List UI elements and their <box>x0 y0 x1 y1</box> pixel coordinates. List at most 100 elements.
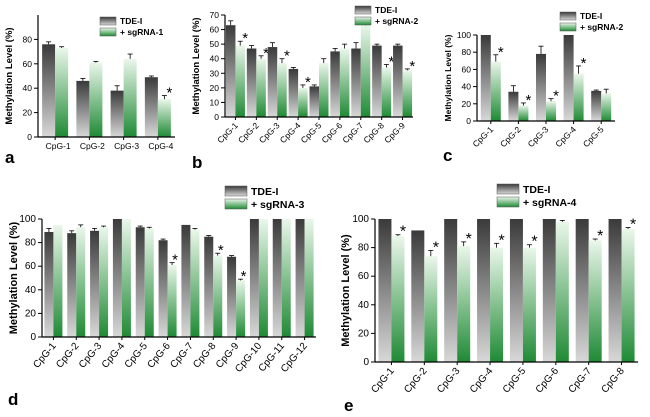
x-category-label: CpG-5 <box>581 124 606 149</box>
bar-tde-i-cpg-2 <box>246 48 257 118</box>
bar-sgrna-cpg-1 <box>391 236 405 362</box>
bar-sgrna-cpg-3 <box>457 246 471 362</box>
panel-b-chart: 010203040506070*CpG-1*CpG-2*CpG-3*CpG-4C… <box>191 5 418 172</box>
y-tick-label: 80 <box>462 47 472 57</box>
legend-label: + sgRNA-3 <box>251 199 305 211</box>
x-category-label: CpG-4 <box>468 366 496 396</box>
legend-label: TDE-I <box>580 11 602 21</box>
y-tick-label: 40 <box>462 82 472 92</box>
bar-sgrna-cpg-5 <box>522 247 536 362</box>
y-axis-title: Methylation Level (%) <box>4 27 15 124</box>
bar-sgrna-cpg-4 <box>157 99 171 137</box>
bar-tde-i-cpg-1 <box>225 25 236 118</box>
significance-star: * <box>400 224 406 241</box>
bar-sgrna-cpg-5 <box>144 228 154 337</box>
bar-tde-i-cpg-5 <box>309 86 319 117</box>
bar-sgrna-cpg-4 <box>298 87 308 117</box>
y-tick-label: 60 <box>23 59 33 69</box>
bar-tde-i-cpg-3 <box>110 90 124 137</box>
bar-tde-i-cpg-12 <box>295 219 305 337</box>
x-category-label: CpG-1 <box>31 341 59 371</box>
y-tick-label: 40 <box>358 300 370 311</box>
bar-sgrna-cpg-6 <box>339 48 350 118</box>
bar-tde-i-cpg-11 <box>272 219 282 337</box>
y-tick-label: 0 <box>214 112 219 122</box>
legend-swatch <box>559 11 577 21</box>
bar-sgrna-cpg-10 <box>258 219 268 337</box>
bar-tde-i-cpg-4 <box>477 219 491 362</box>
y-tick-label: 100 <box>457 30 471 40</box>
significance-star: * <box>409 58 415 75</box>
x-category-label: CpG-2 <box>498 124 523 149</box>
bar-tde-i-cpg-1 <box>42 44 56 137</box>
bar-sgrna-cpg-1 <box>490 61 501 121</box>
y-tick-label: 0 <box>466 116 471 126</box>
x-category-label: CpG-3 <box>435 366 463 396</box>
x-category-label: CpG-1 <box>46 141 71 151</box>
bar-sgrna-cpg-1 <box>53 224 63 337</box>
bar-tde-i-cpg-4 <box>144 77 158 137</box>
x-category-label: CpG-6 <box>320 120 345 145</box>
legend-swatch <box>559 22 577 32</box>
y-axis-title: Methylation Level (%) <box>191 17 202 114</box>
significance-star: * <box>498 232 504 249</box>
legend-label: + sgRNA-2 <box>375 16 418 26</box>
bar-tde-i-cpg-4 <box>112 219 122 337</box>
significance-star: * <box>525 92 531 109</box>
bar-sgrna-cpg-3 <box>123 58 137 137</box>
bar-sgrna-cpg-1 <box>235 45 245 117</box>
significance-star: * <box>388 54 394 71</box>
panel-letter: c <box>443 146 452 165</box>
bar-tde-i-cpg-2 <box>67 233 77 337</box>
bar-tde-i-cpg-2 <box>508 91 519 121</box>
x-category-label: CpG-8 <box>191 341 219 371</box>
panel-letter: e <box>344 396 353 415</box>
bar-tde-i-cpg-3 <box>444 219 458 362</box>
legend-label: TDE-I <box>120 16 142 26</box>
panel-e-chart: 0 20 40 60 80 100 * CpG-1 * CpG-2 * CpG-3 * CpG-4 * CpG… <box>340 183 638 415</box>
x-category-label: CpG-2 <box>54 341 82 371</box>
bar-tde-i-cpg-9 <box>393 45 403 117</box>
y-tick-label: 0 <box>363 357 369 368</box>
y-tick-label: 30 <box>210 68 220 78</box>
bar-tde-i-cpg-6 <box>542 219 556 362</box>
bar-tde-i-cpg-4 <box>563 35 574 121</box>
legend-swatch <box>496 196 520 208</box>
y-tick-label: 80 <box>358 243 370 254</box>
bar-tde-i-cpg-2 <box>76 80 90 137</box>
bar-tde-i-cpg-10 <box>249 219 259 337</box>
legend-swatch <box>354 16 372 26</box>
significance-star: * <box>597 228 603 245</box>
bar-tde-i-cpg-1 <box>480 35 491 121</box>
bar-tde-i-cpg-3 <box>267 47 278 117</box>
y-tick-label: 80 <box>23 34 33 44</box>
bar-sgrna-cpg-6 <box>167 265 177 337</box>
legend-label: + sgRNA-4 <box>523 197 577 209</box>
x-category-label: CpG-9 <box>382 120 407 145</box>
x-category-label: CpG-6 <box>146 341 174 371</box>
legend-label: TDE-I <box>375 5 397 15</box>
bar-tde-i-cpg-5 <box>509 219 523 362</box>
x-category-label: CpG-6 <box>534 366 562 396</box>
x-category-label: CpG-2 <box>402 366 430 396</box>
y-tick-label: 20 <box>462 99 472 109</box>
legend-swatch <box>224 185 248 197</box>
significance-star: * <box>433 239 439 256</box>
bar-tde-i-cpg-3 <box>536 53 546 121</box>
y-tick-label: 40 <box>210 54 220 64</box>
significance-star: * <box>172 252 178 269</box>
legend-swatch <box>99 27 117 37</box>
legend-label: + sgRNA-2 <box>580 22 623 32</box>
bar-sgrna-cpg-2 <box>89 62 103 137</box>
y-tick-label: 60 <box>25 261 37 272</box>
bar-sgrna-cpg-3 <box>99 227 109 337</box>
y-axis-title: Methylation Level (%) <box>8 221 20 334</box>
significance-star: * <box>218 242 224 259</box>
y-tick-label: 100 <box>352 214 369 225</box>
x-category-label: CpG-1 <box>470 124 495 149</box>
bar-tde-i-cpg-8 <box>204 236 214 337</box>
x-category-label: CpG-4 <box>148 141 173 151</box>
bar-sgrna-cpg-4 <box>490 247 504 362</box>
